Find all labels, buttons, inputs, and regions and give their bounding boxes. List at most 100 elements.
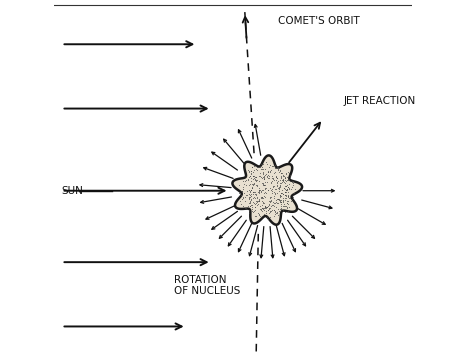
Point — [277, 193, 285, 199]
Point — [261, 172, 268, 177]
Point — [261, 204, 269, 210]
Point — [253, 191, 260, 197]
Point — [261, 185, 269, 191]
Point — [249, 174, 256, 179]
Point — [266, 206, 273, 212]
Point — [280, 177, 287, 183]
Point — [279, 173, 287, 179]
Point — [249, 192, 256, 197]
Point — [271, 207, 278, 213]
Point — [258, 194, 265, 200]
Point — [276, 177, 283, 183]
Point — [253, 177, 260, 183]
Point — [257, 195, 265, 201]
Point — [283, 183, 291, 188]
Point — [255, 196, 263, 202]
Point — [260, 182, 268, 188]
Point — [245, 200, 252, 206]
Point — [256, 203, 264, 209]
Point — [243, 182, 250, 188]
Point — [274, 178, 281, 184]
Point — [263, 210, 270, 216]
Point — [271, 190, 279, 196]
Point — [260, 182, 267, 188]
Point — [286, 176, 293, 181]
Point — [272, 169, 279, 175]
Point — [258, 198, 266, 203]
Point — [288, 184, 295, 190]
Point — [266, 209, 274, 215]
Point — [276, 193, 284, 199]
Point — [249, 195, 256, 201]
Point — [279, 199, 287, 205]
Point — [289, 192, 296, 198]
Point — [256, 173, 264, 179]
Point — [262, 159, 269, 165]
Point — [248, 181, 255, 186]
Point — [264, 216, 271, 222]
Point — [281, 192, 288, 198]
Point — [241, 205, 249, 211]
Point — [261, 203, 268, 209]
Point — [246, 188, 254, 194]
Point — [247, 193, 255, 199]
Point — [257, 207, 265, 213]
Point — [255, 197, 262, 203]
Point — [240, 195, 247, 201]
Point — [275, 197, 283, 203]
Point — [288, 178, 296, 184]
Point — [254, 202, 262, 207]
Point — [265, 164, 272, 170]
Point — [276, 192, 283, 198]
Point — [239, 178, 247, 184]
Point — [277, 197, 284, 203]
Point — [259, 171, 267, 177]
Point — [288, 186, 295, 192]
Point — [258, 202, 265, 208]
Point — [242, 177, 250, 183]
Point — [259, 195, 267, 201]
Point — [259, 199, 267, 205]
Point — [260, 175, 268, 181]
Point — [254, 182, 261, 188]
Point — [248, 185, 256, 191]
Point — [253, 199, 260, 204]
Point — [279, 187, 286, 193]
Point — [247, 196, 254, 202]
Point — [289, 182, 296, 188]
Point — [268, 175, 275, 181]
Point — [257, 174, 264, 180]
Point — [246, 189, 254, 194]
Point — [266, 205, 274, 211]
Point — [249, 176, 257, 182]
Point — [257, 194, 264, 200]
Point — [277, 190, 285, 196]
Point — [279, 177, 287, 183]
Point — [251, 213, 258, 219]
Point — [284, 189, 292, 195]
Point — [266, 195, 274, 201]
Point — [245, 207, 253, 212]
Point — [268, 186, 275, 192]
Point — [277, 175, 285, 181]
Point — [276, 167, 283, 173]
Point — [277, 202, 285, 207]
Point — [275, 196, 282, 202]
Point — [268, 190, 276, 195]
Point — [281, 195, 289, 201]
Point — [284, 186, 291, 192]
Point — [286, 204, 293, 210]
Point — [239, 197, 246, 202]
Point — [276, 206, 283, 212]
Text: JET REACTION: JET REACTION — [344, 96, 416, 107]
Point — [272, 177, 280, 183]
Point — [252, 182, 260, 188]
Point — [247, 202, 255, 208]
Point — [235, 182, 243, 188]
Point — [258, 175, 266, 181]
Point — [281, 176, 288, 181]
Point — [260, 182, 268, 188]
Point — [238, 190, 246, 195]
Point — [284, 193, 292, 199]
Point — [245, 176, 252, 182]
